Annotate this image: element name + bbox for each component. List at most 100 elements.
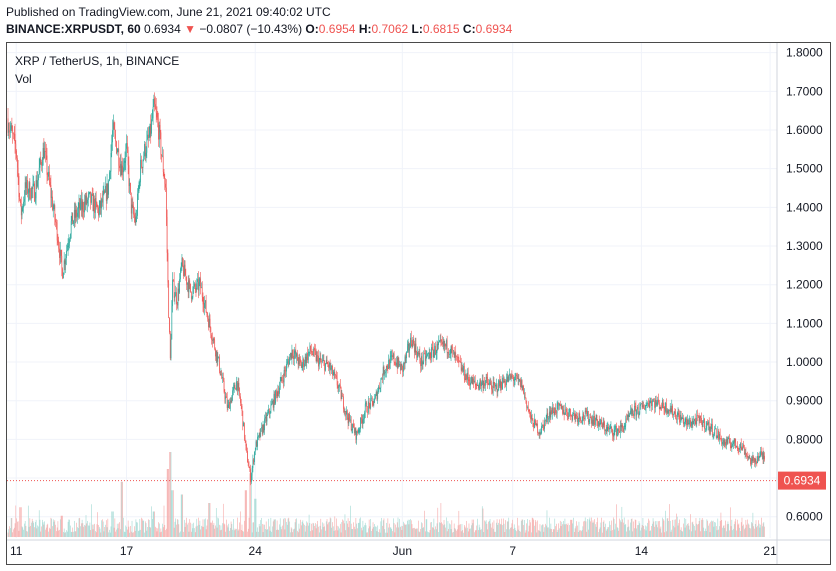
volume-bar <box>232 529 233 537</box>
candle-body <box>649 401 651 408</box>
volume-bar <box>337 530 339 537</box>
volume-bar <box>415 528 417 537</box>
candle-body <box>520 379 521 387</box>
volume-bar <box>652 518 654 537</box>
candle-body <box>102 198 103 203</box>
candle-body <box>492 389 493 393</box>
candle-body <box>276 392 278 397</box>
candle-body <box>329 362 331 370</box>
volume-bar <box>414 527 415 537</box>
candle-body <box>690 425 692 427</box>
candle-body <box>421 356 423 365</box>
candle-body <box>47 174 49 177</box>
candle-body <box>746 453 748 456</box>
candle-body <box>602 422 604 429</box>
candle-body <box>24 182 26 200</box>
volume-bar <box>585 521 587 537</box>
candle-body <box>541 424 543 427</box>
candle-body <box>208 318 209 328</box>
candle-body <box>427 354 428 355</box>
volume-bar <box>308 525 309 537</box>
volume-bar <box>152 519 153 537</box>
volume-bar <box>354 529 356 537</box>
volume-bar <box>406 524 407 537</box>
volume-bar <box>320 518 322 537</box>
volume-bar <box>124 532 126 537</box>
volume-bar <box>326 519 328 537</box>
volume-bar <box>453 531 454 537</box>
volume-bar <box>268 518 269 537</box>
volume-bar <box>421 523 423 537</box>
candle-body <box>560 405 562 409</box>
volume-bar <box>501 518 503 537</box>
candle-body <box>243 422 245 439</box>
volume-bar <box>762 523 764 537</box>
candle-body <box>597 421 599 427</box>
candle-body <box>502 377 504 383</box>
volume-bar <box>144 521 146 537</box>
volume-bar <box>28 526 30 537</box>
candle-body <box>473 378 475 383</box>
volume-bar <box>145 523 147 537</box>
volume-bar <box>692 521 694 537</box>
volume-bar <box>571 519 573 537</box>
volume-bar <box>510 527 512 537</box>
volume-bar <box>162 527 164 537</box>
volume-bar <box>613 518 615 537</box>
volume-bar <box>393 518 394 537</box>
candle-body <box>157 117 159 123</box>
volume-bar <box>176 524 177 537</box>
candle-body <box>580 417 581 421</box>
volume-bar <box>400 527 401 537</box>
volume-bar <box>573 531 575 537</box>
volume-bar <box>292 532 293 537</box>
candle-body <box>152 106 154 119</box>
candle-body <box>623 428 624 432</box>
candle-body <box>179 279 180 293</box>
candle-body <box>655 399 656 408</box>
volume-bar <box>306 521 308 537</box>
candle-body <box>630 410 631 415</box>
volume-bar <box>612 530 613 537</box>
candle-body <box>48 171 50 183</box>
volume-bar <box>296 518 297 537</box>
volume-bar <box>636 528 637 537</box>
candle-body <box>143 156 145 161</box>
candle-body <box>300 362 302 368</box>
volume-bar <box>180 494 182 537</box>
candle-body <box>595 414 597 420</box>
volume-bar <box>282 525 283 537</box>
candle-body <box>161 154 163 157</box>
candle-body <box>506 379 507 386</box>
volume-bar <box>605 530 607 537</box>
volume-bar <box>743 524 744 537</box>
volume-bar <box>51 518 52 537</box>
volume-bar <box>179 532 180 537</box>
volume-bar <box>531 517 533 537</box>
candle-body <box>122 165 124 173</box>
candle-body <box>699 415 701 422</box>
volume-bar <box>120 481 122 537</box>
volume-bar <box>641 525 643 537</box>
volume-bar <box>215 508 217 537</box>
candle-body <box>764 455 765 460</box>
candle-body <box>337 385 339 389</box>
candle-body <box>25 182 27 188</box>
candle-body <box>701 418 702 423</box>
volume-bar <box>70 531 72 537</box>
candle-body <box>375 392 377 396</box>
volume-bar <box>623 522 624 537</box>
volume-bar <box>679 519 680 537</box>
volume-bar <box>681 531 683 537</box>
volume-bar <box>355 517 357 537</box>
volume-bar <box>220 525 222 537</box>
volume-bar <box>503 518 504 537</box>
volume-bar <box>516 531 517 537</box>
candle-body <box>197 279 199 291</box>
volume-bar <box>576 521 577 537</box>
volume-bar <box>471 525 472 537</box>
volume-bar <box>643 525 644 537</box>
candle-body <box>215 350 217 357</box>
candle-body <box>56 222 57 223</box>
